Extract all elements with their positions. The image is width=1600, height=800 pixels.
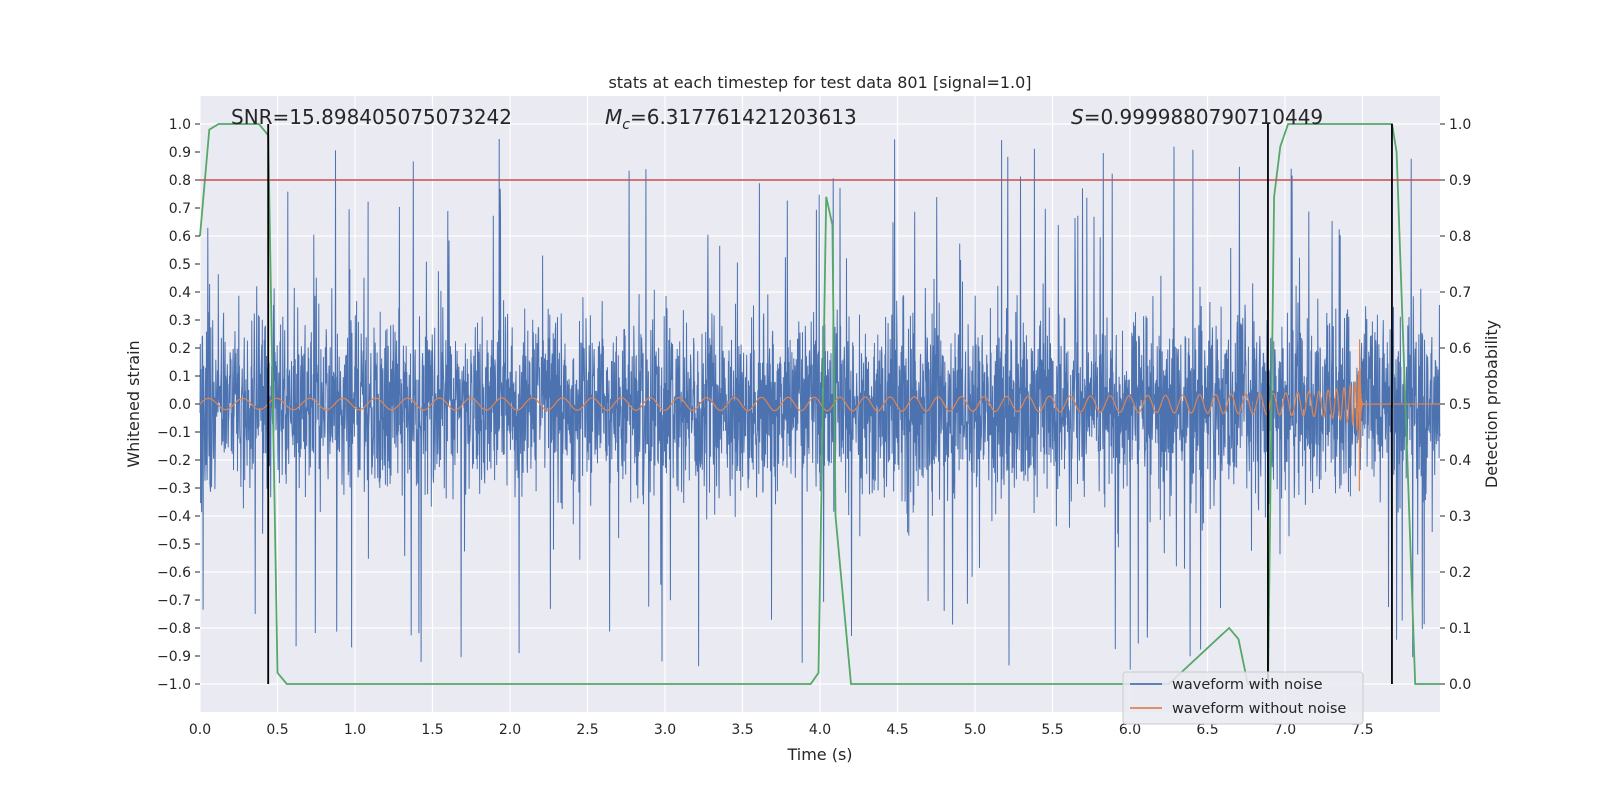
x-tick-label: 1.5: [421, 722, 443, 738]
y-tick-label: −1.0: [157, 677, 191, 693]
legend-box: [1122, 671, 1364, 725]
y-tick-label: −0.3: [157, 481, 191, 497]
x-tick-label: 4.5: [886, 722, 908, 738]
chart-title: stats at each timestep for test data 801…: [608, 73, 1031, 92]
x-tick-label: 2.5: [576, 722, 598, 738]
y-tick-label: −0.5: [157, 537, 191, 553]
y-axis-ticks: 1.0 0.9 0.8 0.7 0.6 0.5 0.4 0.3 0.2 0.1 0.0 −0.1 −0.…: [157, 117, 200, 693]
y2-tick-label: 0.7: [1449, 285, 1471, 301]
y-tick-label: −0.1: [157, 425, 191, 441]
y-tick-label: 0.5: [169, 257, 191, 273]
series-detection-probability: [199, 123, 1440, 685]
waveform-with-noise-line: [199, 138, 1441, 670]
y2-tick-label: 0.0: [1449, 677, 1471, 693]
y-tick-label: −0.4: [157, 509, 191, 525]
x-tick-label: 3.0: [654, 722, 676, 738]
snr-annotation: SNR=15.898405075073242: [231, 105, 512, 129]
y-tick-label: −0.9: [157, 649, 191, 665]
y-tick-label: 0.7: [169, 201, 191, 217]
y-tick-label: 0.9: [169, 145, 191, 161]
x-tick-label: 2.0: [499, 722, 521, 738]
y-tick-label: −0.8: [157, 621, 191, 637]
y-tick-label: −0.2: [157, 453, 191, 469]
y2-tick-label: 0.6: [1449, 341, 1471, 357]
y-tick-label: 0.6: [169, 229, 191, 245]
series-waveform-without-noise: [199, 339, 1441, 492]
waveform-without-noise-line: [199, 339, 1441, 492]
x-tick-label: 7.5: [1351, 722, 1373, 738]
legend-label-noise: waveform with noise: [1172, 677, 1323, 693]
y-tick-label: 0.0: [169, 397, 191, 413]
y-tick-label: 0.3: [169, 313, 191, 329]
y2-tick-label: 0.9: [1449, 173, 1471, 189]
x-axis-ticks: 0.0 0.5 1.0 1.5 2.0 2.5 3.0 3.5 4.0 4.5 5.0 5.5 6.0 6…: [189, 722, 1374, 738]
x-tick-label: 1.0: [344, 722, 366, 738]
x-tick-label: 0.0: [189, 722, 211, 738]
y2-axis-label: Detection probability: [1482, 320, 1501, 488]
y-tick-label: 1.0: [169, 117, 191, 133]
y-tick-label: 0.4: [169, 285, 191, 301]
y-tick-label: −0.6: [157, 565, 191, 581]
y2-axis-ticks: 1.0 0.9 0.8 0.7 0.6 0.5 0.4 0.3 0.2 0.1 0.0: [1440, 117, 1471, 693]
x-tick-label: 3.5: [731, 722, 753, 738]
score-annotation: S=0.9999880790710449: [1071, 105, 1323, 129]
x-tick-label: 0.5: [266, 722, 288, 738]
y2-tick-label: 0.8: [1449, 229, 1471, 245]
chirp-mass-annotation: Mc=6.317761421203613: [605, 105, 857, 133]
y-axis-label: Whitened strain: [124, 340, 143, 467]
y2-tick-label: 0.4: [1449, 453, 1471, 469]
legend-label-clean: waveform without noise: [1172, 701, 1346, 717]
y-tick-label: −0.7: [157, 593, 191, 609]
legend: waveform with noise waveform without noi…: [1122, 671, 1364, 725]
x-tick-label: 5.5: [1041, 722, 1063, 738]
x-axis-label: Time (s): [786, 745, 852, 764]
x-tick-label: 6.5: [1196, 722, 1218, 738]
x-tick-label: 6.0: [1119, 722, 1141, 738]
series-waveform-with-noise: [199, 138, 1441, 670]
detection-markers: [267, 124, 1393, 684]
y-tick-label: 0.2: [169, 341, 191, 357]
y2-tick-label: 0.5: [1449, 397, 1471, 413]
y-tick-label: 0.8: [169, 173, 191, 189]
y2-tick-label: 0.1: [1449, 621, 1471, 637]
y-tick-label: 0.1: [169, 369, 191, 385]
y2-tick-label: 0.3: [1449, 509, 1471, 525]
x-tick-label: 7.0: [1274, 722, 1296, 738]
x-tick-label: 5.0: [964, 722, 986, 738]
x-tick-label: 4.0: [809, 722, 831, 738]
detection-probability-line: [199, 123, 1440, 685]
y2-tick-label: 1.0: [1449, 117, 1471, 133]
y2-tick-label: 0.2: [1449, 565, 1471, 581]
